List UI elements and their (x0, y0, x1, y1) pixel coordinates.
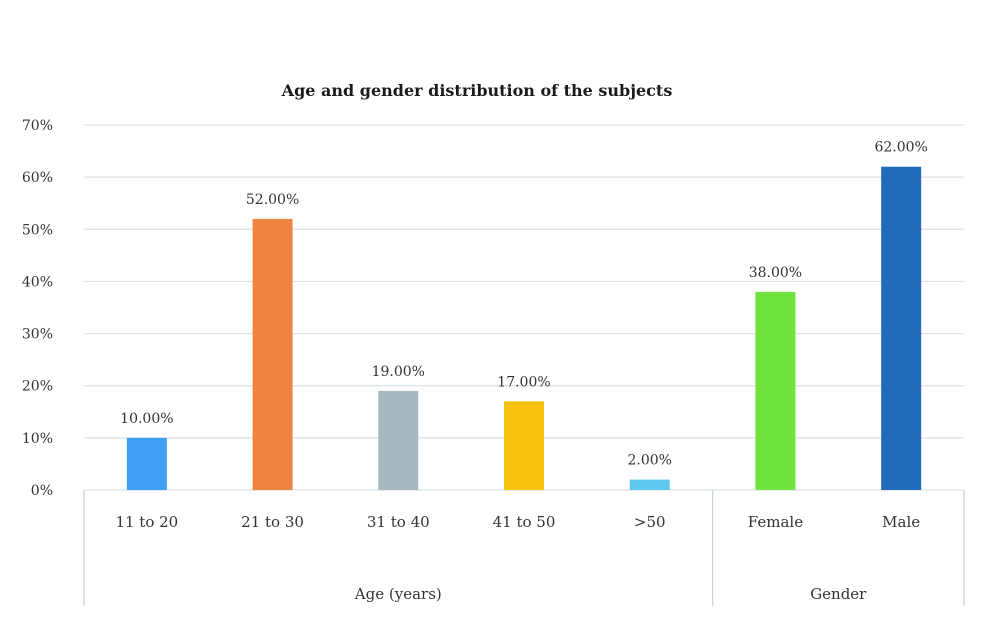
data-label: 38.00% (749, 265, 802, 281)
bar (629, 479, 670, 490)
y-tick-label: 60% (22, 170, 53, 186)
group-label: Gender (810, 585, 867, 603)
data-label: 10.00% (120, 411, 173, 427)
y-tick-label: 0% (31, 483, 53, 499)
data-label: 17.00% (497, 374, 550, 390)
category-label: >50 (634, 513, 666, 531)
data-labels: 10.00% 52.00% 19.00% 17.00% 2.00% 38.00% 62.00… (120, 140, 928, 469)
y-tick-label: 40% (22, 274, 53, 290)
y-tick-label: 20% (22, 379, 53, 395)
bar (126, 437, 167, 490)
category-label: Female (748, 513, 803, 531)
group-label: Age (years) (354, 585, 442, 603)
y-tick-label: 30% (22, 327, 53, 343)
gridlines (84, 124, 964, 491)
data-label: 62.00% (874, 140, 927, 156)
chart-title: Age and gender distribution of the subje… (281, 81, 673, 100)
y-tick-label: 70% (22, 118, 53, 134)
bars (126, 166, 922, 490)
bar (881, 166, 922, 490)
category-label: Male (882, 513, 920, 531)
y-axis-ticks: 0% 10% 20% 30% 40% 50% 60% 70% (22, 118, 53, 499)
bar (252, 218, 293, 490)
bar (378, 390, 419, 490)
category-axis-frame (83, 490, 965, 606)
group-labels: Age (years) Gender (354, 585, 867, 603)
bar (755, 291, 796, 490)
bar (504, 401, 544, 490)
category-label: 21 to 30 (241, 513, 304, 531)
category-label: 11 to 20 (115, 513, 178, 531)
category-label: 41 to 50 (493, 513, 556, 531)
category-labels: 11 to 20 21 to 30 31 to 40 41 to 50 >50 Femal… (115, 513, 920, 531)
category-label: 31 to 40 (367, 513, 430, 531)
y-tick-label: 10% (22, 431, 53, 447)
data-label: 2.00% (627, 453, 671, 469)
y-tick-label: 50% (22, 222, 53, 238)
data-label: 19.00% (372, 364, 425, 380)
data-label: 52.00% (246, 192, 299, 208)
